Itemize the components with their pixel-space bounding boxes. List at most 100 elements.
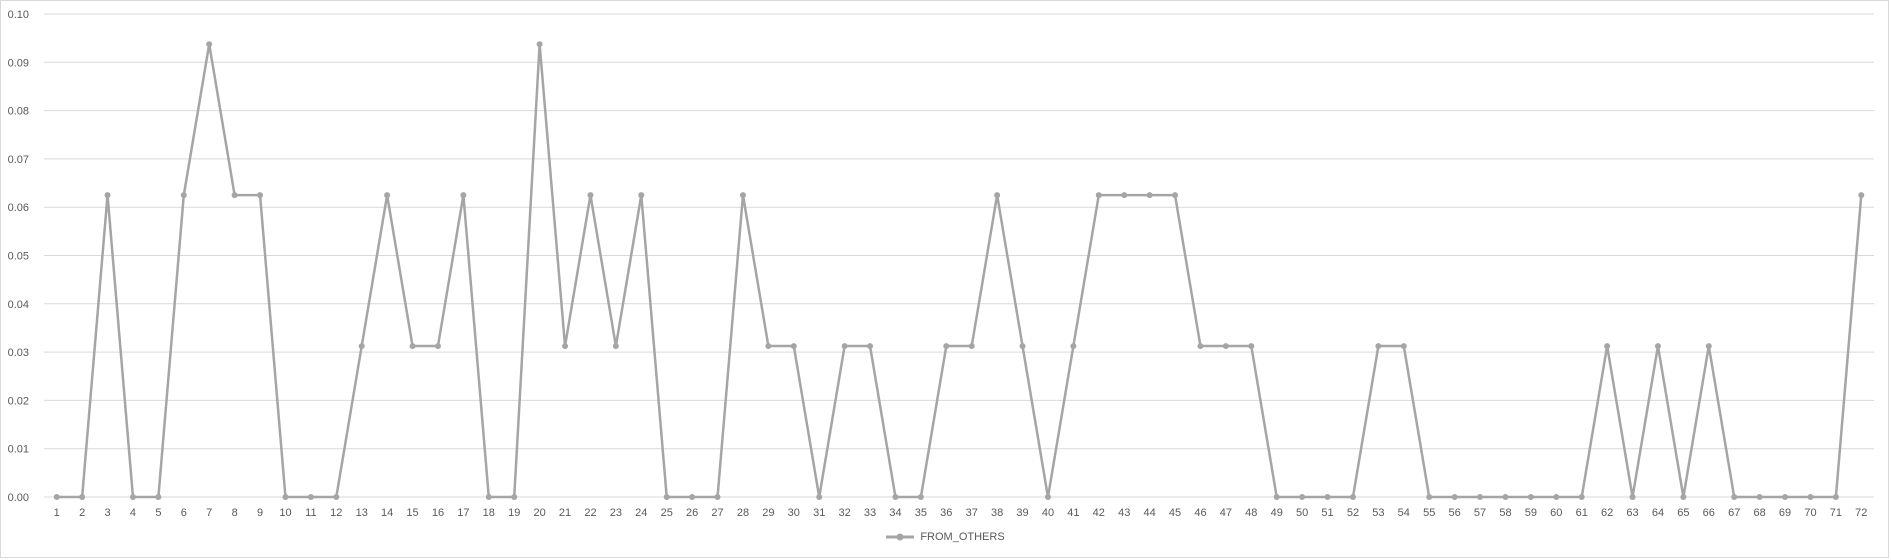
data-point [307, 494, 314, 500]
data-point [1527, 494, 1534, 500]
x-tick-label: 17 [457, 507, 469, 519]
data-point [765, 343, 772, 350]
grid-lines [44, 13, 1874, 498]
data-point [1782, 494, 1789, 500]
data-point [231, 192, 238, 199]
y-tick-label: 0.00 [8, 492, 29, 504]
x-tick-label: 62 [1601, 507, 1613, 519]
x-tick-label: 51 [1321, 507, 1333, 519]
x-tick-label: 7 [206, 507, 212, 519]
x-tick-label: 10 [279, 507, 291, 519]
data-point [1324, 494, 1331, 500]
x-tick-label: 72 [1855, 507, 1867, 519]
data-point [53, 494, 60, 500]
x-tick-label: 61 [1576, 507, 1588, 519]
y-tick-label: 0.05 [8, 251, 29, 263]
data-point [1502, 494, 1509, 500]
series-layer [53, 41, 1865, 500]
data-point [129, 494, 136, 500]
data-point [1705, 343, 1712, 350]
data-point [1222, 343, 1229, 350]
x-tick-label: 18 [483, 507, 495, 519]
legend-label: FROM_OTHERS [920, 531, 1005, 543]
y-tick-label: 0.10 [8, 9, 29, 21]
x-tick-label: 43 [1118, 507, 1130, 519]
data-point [1604, 343, 1611, 350]
y-tick-label: 0.03 [8, 347, 29, 359]
data-point [104, 192, 111, 199]
x-tick-label: 47 [1220, 507, 1232, 519]
data-point [1273, 494, 1280, 500]
data-point [1019, 343, 1026, 350]
data-point [1807, 494, 1814, 500]
x-tick-label: 13 [356, 507, 368, 519]
y-tick-label: 0.09 [8, 57, 29, 69]
x-tick-label: 36 [940, 507, 952, 519]
x-tick-label: 35 [915, 507, 927, 519]
x-tick-label: 3 [104, 507, 110, 519]
data-point [1654, 343, 1661, 350]
x-tick-label: 57 [1474, 507, 1486, 519]
x-tick-label: 33 [864, 507, 876, 519]
data-point [333, 494, 340, 500]
x-tick-label: 63 [1626, 507, 1638, 519]
data-point [536, 41, 543, 48]
data-point [282, 494, 289, 500]
data-point [1477, 494, 1484, 500]
data-point [1349, 494, 1356, 500]
data-point [790, 343, 797, 350]
x-tick-label: 53 [1372, 507, 1384, 519]
x-tick-label: 55 [1423, 507, 1435, 519]
data-point [968, 343, 975, 350]
data-point [1400, 343, 1407, 350]
data-point [562, 343, 569, 350]
x-tick-label: 58 [1499, 507, 1511, 519]
x-tick-label: 19 [508, 507, 520, 519]
x-tick-label: 34 [889, 507, 901, 519]
y-tick-label: 0.01 [8, 444, 29, 456]
data-point [943, 343, 950, 350]
data-point [1146, 192, 1153, 199]
data-point [587, 192, 594, 199]
data-point [689, 494, 696, 500]
x-tick-label: 28 [737, 507, 749, 519]
y-axis-tick-labels: 0.00 0.01 0.02 0.03 0.04 0.05 0.06 0.07 0.08 0.09… [8, 9, 29, 504]
y-tick-label: 0.07 [8, 154, 29, 166]
x-tick-label: 25 [661, 507, 673, 519]
data-point [384, 192, 391, 199]
data-point [1731, 494, 1738, 500]
data-point [714, 494, 721, 500]
data-point [612, 343, 619, 350]
x-tick-label: 27 [711, 507, 723, 519]
x-tick-label: 66 [1703, 507, 1715, 519]
series-line [56, 42, 1863, 499]
x-tick-label: 38 [991, 507, 1003, 519]
x-tick-label: 39 [1016, 507, 1028, 519]
x-tick-label: 5 [155, 507, 161, 519]
data-point [1375, 343, 1382, 350]
x-tick-label: 40 [1042, 507, 1054, 519]
x-tick-label: 70 [1804, 507, 1816, 519]
x-tick-label: 2 [79, 507, 85, 519]
legend-item: FROM_OTHERS [886, 531, 1005, 543]
data-point [79, 494, 86, 500]
x-tick-label: 21 [559, 507, 571, 519]
data-point [1172, 192, 1179, 199]
x-tick-label: 14 [381, 507, 393, 519]
data-point [638, 192, 645, 199]
x-tick-label: 45 [1169, 507, 1181, 519]
x-tick-label: 67 [1728, 507, 1740, 519]
data-point [1680, 494, 1687, 500]
x-tick-label: 31 [813, 507, 825, 519]
data-point [816, 494, 823, 500]
data-point [460, 192, 467, 199]
x-tick-label: 59 [1525, 507, 1537, 519]
data-point [739, 192, 746, 199]
x-tick-label: 49 [1271, 507, 1283, 519]
x-tick-label: 16 [432, 507, 444, 519]
legend-line-marker-icon [886, 533, 915, 541]
data-point [511, 494, 518, 500]
y-tick-label: 0.02 [8, 395, 29, 407]
x-tick-label: 68 [1754, 507, 1766, 519]
